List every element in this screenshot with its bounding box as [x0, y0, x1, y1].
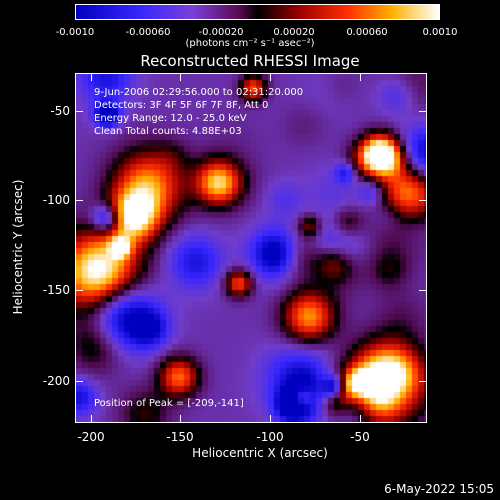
colorbar	[75, 4, 440, 20]
colorbar-tick-label: 0.0010	[422, 27, 458, 38]
axis-tick-mark	[270, 73, 271, 81]
x-tick-label: -150	[166, 430, 194, 444]
y-axis-label: Heliocentric Y (arcsec)	[11, 179, 25, 315]
axis-tick-mark	[91, 73, 92, 81]
colorbar-tick-label: -0.00060	[125, 27, 171, 38]
axis-tick-mark	[180, 73, 181, 81]
axis-tick-mark	[419, 111, 427, 112]
annotation-detectors: Detectors: 3F 4F 5F 6F 7F 8F, Att 0	[94, 100, 269, 111]
axis-tick-mark	[360, 73, 361, 81]
annotation-time-range: 9-Jun-2006 02:29:56.000 to 02:31:20.000	[94, 87, 304, 98]
y-tick-label: -50	[50, 104, 70, 118]
axis-tick-mark	[75, 111, 83, 112]
colorbar-tick-label: 0.00060	[346, 27, 388, 38]
axis-tick-mark	[75, 200, 83, 201]
y-tick-label: -150	[42, 283, 70, 297]
axis-tick-mark	[419, 200, 427, 201]
axis-tick-mark	[75, 381, 83, 382]
axis-tick-mark	[419, 381, 427, 382]
colorbar-tick-label: -0.0010	[55, 27, 95, 38]
axis-tick-mark	[419, 290, 427, 291]
chart-title: Reconstructed RHESSI Image	[140, 52, 360, 70]
axis-tick-mark	[180, 415, 181, 423]
x-tick-label: -200	[77, 430, 105, 444]
axis-tick-mark	[360, 415, 361, 423]
axis-tick-mark	[75, 290, 83, 291]
x-tick-label: -100	[256, 430, 284, 444]
x-axis-label: Heliocentric X (arcsec)	[192, 446, 328, 460]
x-tick-label: -50	[350, 430, 370, 444]
colorbar-tick-label: 0.00020	[273, 27, 315, 38]
plot-area: 9-Jun-2006 02:29:56.000 to 02:31:20.000 …	[75, 73, 427, 423]
colorbar-unit-label: (photons cm⁻² s⁻¹ asec⁻²)	[185, 38, 315, 49]
heatmap-image	[76, 74, 426, 422]
y-tick-label: -200	[42, 374, 70, 388]
axis-tick-mark	[270, 415, 271, 423]
axis-tick-mark	[91, 415, 92, 423]
annotation-clean: Clean Total counts: 4.88E+03	[94, 126, 242, 137]
annotation-peak: Position of Peak = [-209,-141]	[94, 398, 244, 409]
colorbar-tick-label: -0.00020	[198, 27, 244, 38]
annotation-energy: Energy Range: 12.0 - 25.0 keV	[94, 113, 247, 124]
plot-timestamp: 6-May-2022 15:05	[384, 482, 494, 496]
y-tick-label: -100	[42, 193, 70, 207]
